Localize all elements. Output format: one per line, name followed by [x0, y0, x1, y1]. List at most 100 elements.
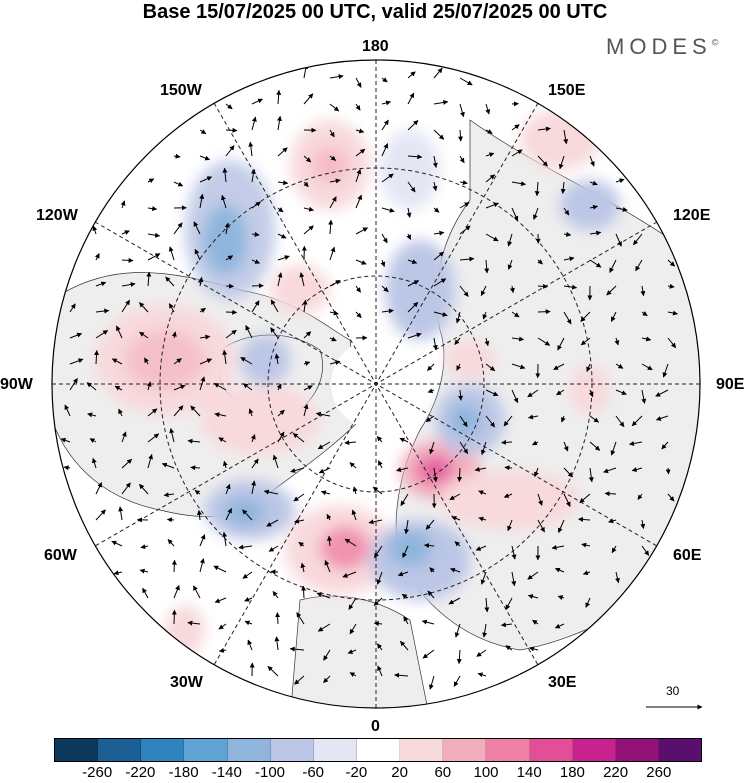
- wind-vector: [509, 285, 515, 294]
- wind-vector: [147, 408, 158, 417]
- wind-vector: [511, 149, 523, 157]
- wind-vector: [433, 278, 447, 287]
- wind-vector: [376, 436, 383, 443]
- wind-vector: [449, 493, 461, 501]
- wind-vector: [582, 570, 591, 576]
- wind-vector: [615, 206, 628, 212]
- wind-vector: [121, 458, 133, 469]
- wind-vector: [511, 336, 525, 342]
- wind-vector: [373, 545, 383, 559]
- wind-vector: [485, 233, 499, 242]
- wind-vector: [558, 519, 565, 534]
- wind-vector: [146, 381, 152, 391]
- wind-vector: [199, 358, 213, 365]
- colorbar-swatch: [98, 739, 142, 761]
- wind-vector: [69, 377, 78, 391]
- wind-vector: [458, 389, 464, 401]
- wind-vector: [147, 253, 161, 261]
- wind-vector: [355, 77, 362, 88]
- wind-vector: [429, 441, 435, 455]
- wind-vector: [218, 623, 227, 630]
- wind-vector: [631, 467, 643, 472]
- wind-vector: [118, 408, 123, 417]
- wind-vector: [276, 89, 282, 105]
- wind-vector: [455, 311, 461, 324]
- wind-vector: [69, 358, 84, 365]
- anomaly-field: [95, 110, 620, 655]
- wind-vector: [95, 509, 106, 521]
- wind-vector: [251, 259, 261, 264]
- wind-vector: [352, 486, 358, 495]
- wind-vector: [247, 639, 253, 651]
- wind-vector: [199, 376, 206, 391]
- colorbar-tick-label: -60: [302, 764, 325, 781]
- wind-vector: [501, 439, 513, 445]
- wind-vector: [121, 299, 131, 313]
- wind-vector: [503, 415, 513, 427]
- wind-vector: [511, 124, 520, 131]
- wind-vector: [504, 465, 513, 471]
- wind-vector: [214, 597, 227, 603]
- wind-vector: [342, 571, 357, 578]
- wind-vector: [511, 545, 517, 560]
- wind-vector: [95, 329, 109, 339]
- wind-vector: [92, 225, 98, 235]
- wind-vector: [267, 665, 279, 677]
- wind-vector: [433, 99, 449, 105]
- wind-vector: [300, 562, 306, 573]
- wind-vector: [459, 202, 470, 209]
- wind-vector: [324, 560, 331, 573]
- wind-vector: [377, 665, 383, 677]
- wind-vector: [422, 649, 435, 659]
- wind-vector: [199, 176, 213, 183]
- colorbar-tick-label: 60: [434, 764, 452, 781]
- wind-vector: [225, 309, 238, 315]
- wind-vector: [277, 147, 288, 157]
- wind-vector: [557, 337, 565, 351]
- wind-vector: [511, 207, 519, 222]
- wind-vector: [222, 349, 228, 365]
- wind-vector: [433, 230, 445, 236]
- wind-vector: [537, 519, 545, 533]
- wind-vector: [665, 467, 671, 475]
- wind-vector: [485, 363, 496, 372]
- wind-vector: [407, 280, 420, 287]
- wind-vector: [563, 311, 572, 325]
- wind-vector: [381, 308, 394, 314]
- wind-vector: [537, 493, 543, 506]
- wind-vector: [610, 311, 617, 322]
- wind-vector: [272, 454, 279, 469]
- wind-vector: [459, 155, 465, 164]
- wind-vector: [238, 544, 253, 550]
- wind-vector: [355, 227, 369, 235]
- wind-vector: [213, 382, 227, 391]
- wind-vector: [394, 672, 409, 678]
- wind-vector: [640, 285, 646, 297]
- wind-vector: [629, 441, 643, 446]
- wind-vector: [194, 248, 201, 261]
- colorbar-swatch: [529, 739, 573, 761]
- wind-vector: [277, 115, 282, 131]
- wind-vector: [303, 361, 311, 366]
- wind-vector: [303, 385, 313, 391]
- wind-vector: [478, 516, 487, 522]
- wind-vector: [355, 311, 362, 318]
- wind-vector: [505, 597, 513, 610]
- wind-vector: [450, 567, 461, 573]
- wind-vector: [563, 231, 572, 237]
- wind-vector: [615, 389, 627, 395]
- wind-vector: [147, 232, 161, 238]
- wind-vector: [120, 200, 126, 209]
- wind-vector: [329, 196, 337, 209]
- wind-vector: [485, 174, 496, 183]
- map-border: [51, 59, 701, 709]
- wind-vector: [240, 356, 253, 365]
- wind-vector: [225, 145, 235, 157]
- wind-vector: [376, 643, 383, 651]
- wind-vector: [534, 181, 540, 197]
- wind-vector: [147, 454, 153, 469]
- wind-vector: [589, 441, 601, 451]
- wind-vector: [485, 389, 499, 397]
- wind-vector: [407, 71, 416, 79]
- wind-vector: [456, 363, 462, 371]
